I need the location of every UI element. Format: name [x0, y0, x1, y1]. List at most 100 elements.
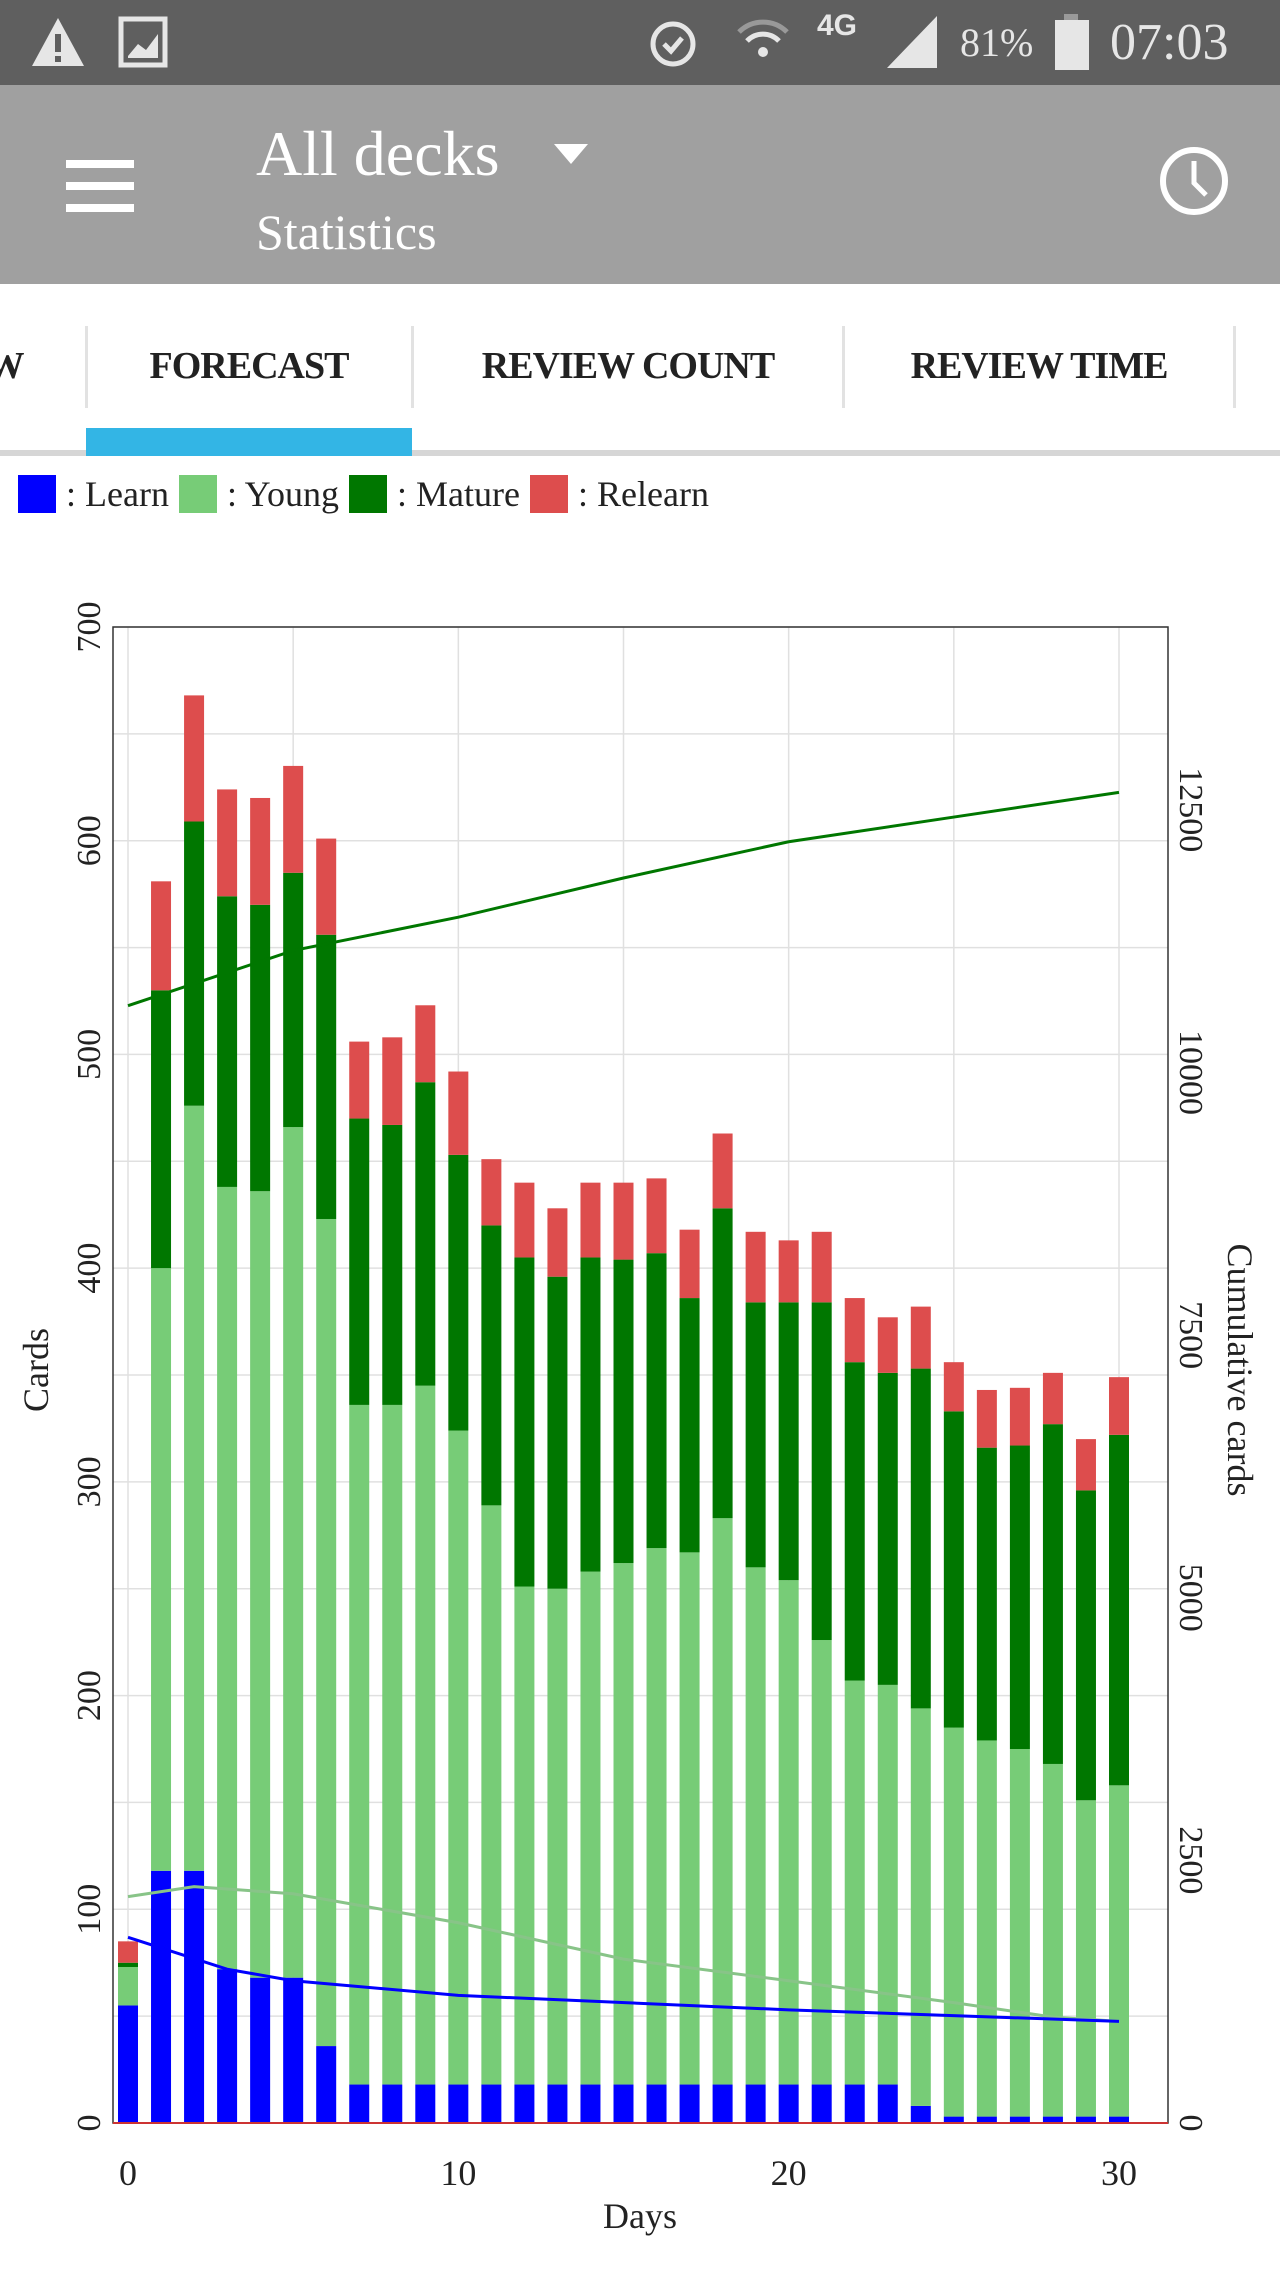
bar-relearn	[943, 1362, 964, 1412]
bar-young	[712, 1518, 733, 2085]
bar-mature	[382, 1124, 403, 1405]
bar-young	[646, 1548, 667, 2085]
bar-learn	[976, 2116, 997, 2123]
y-tick-label: 200	[71, 1670, 108, 1721]
bar-learn	[217, 1969, 238, 2123]
y2-tick-label: 12500	[1172, 767, 1209, 852]
toolbar-title: All decks	[256, 118, 500, 189]
bar-relearn	[613, 1182, 634, 1260]
bar-learn	[811, 2084, 832, 2123]
bar-relearn	[316, 838, 337, 935]
bar-learn	[580, 2084, 601, 2123]
tab-review-time[interactable]: REVIEW TIME	[910, 345, 1169, 387]
bar-mature	[118, 1962, 138, 1967]
bar-mature	[844, 1362, 865, 1681]
bar-relearn	[844, 1298, 865, 1363]
alarm-icon	[645, 14, 701, 70]
bar-mature	[283, 872, 304, 1128]
deck-selector[interactable]: All decks	[256, 117, 588, 191]
bar-young	[151, 1268, 172, 1871]
y2-tick-label: 5000	[1172, 1564, 1209, 1632]
bar-mature	[481, 1225, 502, 1506]
bar-young	[547, 1588, 568, 2085]
bar-young	[679, 1552, 700, 2085]
bar-learn	[118, 2005, 138, 2123]
bar-learn	[184, 1870, 205, 2123]
tab-underline	[0, 450, 1280, 456]
tab-forecast[interactable]: FORECAST	[149, 345, 350, 387]
y2-tick-label: 0	[1172, 2115, 1209, 2132]
y-tick-label: 500	[71, 1029, 108, 1080]
x-axis-label: Days	[603, 2196, 677, 2236]
bar-mature	[976, 1447, 997, 1741]
bar-learn	[283, 1977, 304, 2123]
bar-relearn	[580, 1182, 601, 1258]
bar-young	[415, 1385, 436, 2085]
x-tick-label: 0	[119, 2153, 137, 2193]
bar-relearn	[1009, 1387, 1030, 1446]
bar-relearn	[151, 881, 172, 991]
bar-learn	[415, 2084, 436, 2123]
bar-learn	[910, 2105, 931, 2123]
bar-relearn	[910, 1306, 931, 1369]
battery-percent: 81%	[960, 19, 1034, 65]
bar-mature	[547, 1276, 568, 1589]
bar-young	[283, 1127, 304, 1978]
bar-young	[811, 1640, 832, 2085]
bar-mature	[1042, 1424, 1063, 1764]
bar-mature	[184, 821, 205, 1106]
tab-review-count[interactable]: REVIEW COUNT	[481, 345, 775, 387]
bar-learn	[877, 2084, 898, 2123]
status-bar: 4G 81% 07:03	[0, 0, 1280, 85]
legend-swatch-learn	[18, 475, 56, 513]
clock-time: 07:03	[1110, 13, 1229, 71]
warning-icon	[30, 14, 86, 70]
bar-relearn	[811, 1231, 832, 1303]
bar-mature	[250, 904, 271, 1192]
x-tick-label: 10	[440, 2153, 476, 2193]
bar-mature	[415, 1082, 436, 1386]
y2-tick-label: 2500	[1172, 1826, 1209, 1894]
bar-young	[217, 1186, 238, 1970]
bar-relearn	[448, 1071, 469, 1155]
legend-relearn: : Relearn	[578, 474, 709, 514]
bar-young	[514, 1586, 535, 2085]
legend-young: : Young	[226, 474, 340, 514]
bar-mature	[778, 1302, 799, 1581]
bar-young	[250, 1191, 271, 1978]
image-icon	[118, 14, 168, 70]
y-tick-label: 400	[71, 1243, 108, 1294]
bar-learn	[250, 1977, 271, 2123]
bar-learn	[943, 2116, 964, 2123]
bar-learn	[613, 2084, 634, 2123]
bar-young	[1042, 1763, 1063, 2117]
bar-learn	[316, 2046, 337, 2123]
bar-mature	[349, 1118, 370, 1405]
bar-young	[745, 1567, 766, 2085]
bar-mature	[1109, 1434, 1129, 1786]
bar-learn	[151, 1870, 172, 2123]
bar-relearn	[1075, 1439, 1096, 1491]
bar-mature	[712, 1208, 733, 1519]
bar-mature	[943, 1411, 964, 1728]
bar-young	[349, 1404, 370, 2085]
menu-icon[interactable]	[66, 160, 134, 212]
bar-learn	[712, 2084, 733, 2123]
chart-legend: : Learn : Young : Mature : Relearn	[18, 474, 719, 514]
bar-relearn	[184, 695, 205, 822]
bar-learn	[844, 2084, 865, 2123]
y-tick-label: 600	[71, 815, 108, 866]
bar-mature	[613, 1259, 634, 1564]
bar-relearn	[514, 1182, 535, 1258]
bar-young	[844, 1680, 865, 2085]
y-tick-label: 0	[71, 2115, 108, 2132]
bar-relearn	[877, 1317, 898, 1373]
bar-learn	[1009, 2116, 1030, 2123]
bar-learn	[778, 2084, 799, 2123]
clock-icon[interactable]	[1158, 145, 1230, 222]
x-tick-label: 30	[1101, 2153, 1137, 2193]
tab-overview[interactable]: W	[0, 345, 25, 387]
bar-relearn	[283, 765, 304, 873]
cumulative-line	[127, 1935, 1120, 2023]
